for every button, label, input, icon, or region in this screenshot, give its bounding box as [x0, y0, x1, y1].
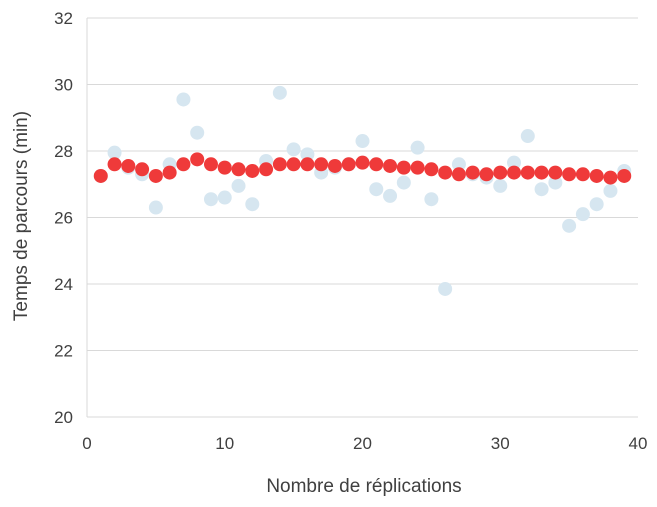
data-point: [245, 163, 260, 178]
y-tick-label: 22: [54, 342, 73, 361]
tick-labels: 20 22 24 26 28 30 32 0 10 20 30 40: [54, 9, 647, 453]
data-point: [562, 218, 577, 233]
data-point: [534, 182, 549, 197]
data-point: [369, 182, 384, 197]
data-point: [300, 157, 315, 172]
data-point: [327, 158, 342, 173]
data-point: [121, 158, 136, 173]
data-point: [176, 157, 191, 172]
data-point: [286, 142, 301, 157]
data-point: [575, 167, 590, 182]
data-point: [162, 165, 177, 180]
x-tick-label: 20: [353, 434, 372, 453]
data-point: [203, 192, 218, 207]
data-point: [272, 85, 287, 100]
data-point: [520, 165, 535, 180]
data-point: [617, 168, 632, 183]
y-tick-label: 20: [54, 408, 73, 427]
data-point: [93, 168, 108, 183]
data-point: [396, 175, 411, 190]
data-point: [589, 197, 604, 212]
data-point: [231, 162, 246, 177]
data-point: [383, 158, 398, 173]
data-point: [438, 165, 453, 180]
x-axis-title: Nombre de réplications: [266, 476, 461, 497]
data-point: [203, 157, 218, 172]
data-point: [369, 157, 384, 172]
data-point: [424, 162, 439, 177]
data-point: [493, 178, 508, 193]
x-tick-label: 40: [629, 434, 648, 453]
y-tick-label: 26: [54, 209, 73, 228]
data-point: [479, 167, 494, 182]
data-point: [603, 170, 618, 185]
data-point: [190, 125, 205, 140]
data-point: [148, 200, 163, 215]
data-point: [520, 129, 535, 144]
data-point: [148, 168, 163, 183]
data-point: [410, 140, 425, 155]
y-tick-label: 30: [54, 76, 73, 95]
data-point: [107, 145, 122, 160]
series-1: [93, 152, 632, 185]
data-point: [548, 165, 563, 180]
y-tick-label: 24: [54, 275, 73, 294]
data-point: [451, 157, 466, 172]
data-series: [93, 85, 632, 296]
data-point: [507, 165, 522, 180]
data-point: [107, 157, 122, 172]
x-tick-label: 0: [82, 434, 91, 453]
data-point: [217, 190, 232, 205]
x-tick-label: 10: [215, 434, 234, 453]
data-point: [603, 183, 618, 198]
data-point: [135, 162, 150, 177]
data-point: [410, 160, 425, 175]
data-point: [245, 197, 260, 212]
x-tick-label: 30: [491, 434, 510, 453]
data-point: [355, 155, 370, 170]
data-point: [259, 162, 274, 177]
series-0: [93, 85, 632, 296]
data-point: [493, 165, 508, 180]
data-point: [589, 168, 604, 183]
data-point: [575, 207, 590, 222]
data-point: [548, 175, 563, 190]
data-point: [341, 157, 356, 172]
y-tick-label: 32: [54, 9, 73, 28]
data-point: [272, 157, 287, 172]
data-point: [562, 167, 577, 182]
data-point: [424, 192, 439, 207]
data-point: [176, 92, 191, 107]
data-point: [355, 134, 370, 149]
data-point: [534, 165, 549, 180]
data-point: [396, 160, 411, 175]
data-point: [507, 155, 522, 170]
data-point: [383, 188, 398, 203]
gridlines: [87, 17, 638, 418]
axes: [86, 18, 638, 418]
data-point: [300, 147, 315, 162]
data-point: [314, 157, 329, 172]
y-axis-title: Temps de parcours (min): [11, 111, 32, 321]
data-point: [286, 157, 301, 172]
data-point: [465, 165, 480, 180]
data-point: [231, 178, 246, 193]
data-point: [190, 152, 205, 167]
data-point: [451, 167, 466, 182]
y-tick-label: 28: [54, 142, 73, 161]
data-point: [217, 160, 232, 175]
data-point: [438, 281, 453, 296]
